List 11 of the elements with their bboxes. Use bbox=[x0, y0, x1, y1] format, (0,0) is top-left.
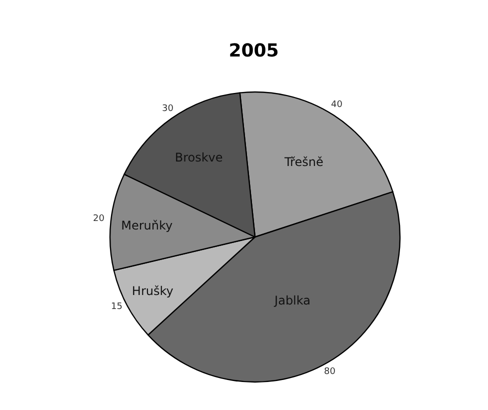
data-label: 80 bbox=[324, 367, 336, 377]
data-label: 30 bbox=[162, 104, 174, 114]
data-label: 40 bbox=[331, 100, 343, 110]
slice-label: Meruňky bbox=[121, 218, 173, 232]
data-label: 20 bbox=[93, 214, 105, 224]
slice-label: Třešně bbox=[283, 155, 324, 170]
slice-label: Broskve bbox=[174, 150, 223, 164]
slice-label: Jablka bbox=[274, 293, 310, 308]
chart-title: 2005 bbox=[228, 40, 279, 62]
slice-label: Hrušky bbox=[132, 284, 174, 298]
data-label: 15 bbox=[111, 302, 122, 312]
